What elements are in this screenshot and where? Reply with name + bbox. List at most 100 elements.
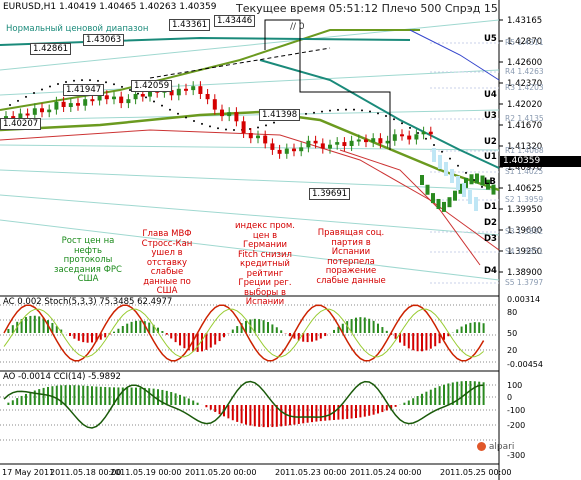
psar-dot	[345, 108, 347, 111]
psar-dot	[161, 104, 163, 107]
candle-body	[277, 149, 282, 154]
band-line	[0, 194, 500, 236]
pivot-level-d3: D3	[484, 234, 497, 244]
psar-dot	[113, 83, 115, 86]
candle-body	[256, 135, 260, 139]
psar-dot	[425, 137, 427, 140]
pivot-level-d4: D4	[484, 266, 497, 276]
pivot-level-u1: U1	[484, 152, 497, 162]
ao-tick-label: -200	[507, 421, 525, 430]
forecast-ghost	[462, 183, 466, 197]
psar-dot	[81, 79, 83, 82]
pivot-level-r4: R4 1.4263	[505, 67, 544, 76]
pivot-level-u2: U2	[484, 137, 497, 147]
psar-dot	[273, 121, 275, 124]
forecast-ghost	[450, 169, 454, 183]
price-tick-label: 1.43165	[507, 16, 542, 26]
ma-teal-upper	[0, 36, 411, 46]
psar-dot	[337, 108, 339, 111]
trend-line	[149, 47, 331, 79]
psar-dot	[353, 108, 355, 111]
candle-body	[227, 112, 232, 117]
candle-body	[292, 148, 296, 152]
ao-tick-label: -300	[507, 451, 525, 460]
pivot-level-d1: D1	[484, 202, 497, 212]
candle-body	[40, 108, 44, 113]
forecast-bar	[480, 175, 485, 186]
psar-dot	[121, 85, 123, 88]
price-tag: 1.42059	[131, 80, 173, 92]
band-line	[0, 109, 500, 121]
candle-body	[76, 103, 80, 106]
psar-dot	[385, 115, 387, 118]
candle-body	[356, 139, 361, 142]
brand-logo: alpari	[477, 442, 514, 452]
psar-dot	[457, 164, 459, 167]
forecast-bar	[442, 201, 446, 212]
band-line	[0, 169, 500, 191]
candle-body	[169, 90, 174, 96]
ao-panel-title: AO -0.0014 CCI(14) -5.9892	[3, 372, 121, 382]
candle-body	[133, 94, 138, 100]
candle-body	[328, 144, 332, 149]
price-tick-label: 1.39600	[507, 226, 542, 236]
psar-dot	[441, 150, 443, 153]
ac-tick-label: -0.00454	[507, 360, 543, 369]
news-note: индекс пром. цен в Германии Fitch снизил…	[235, 221, 295, 307]
candle-body	[212, 99, 217, 110]
psar-dot	[57, 82, 59, 85]
candle-body	[263, 135, 268, 144]
stoch-main	[3, 304, 485, 362]
psar-dot	[313, 111, 315, 114]
ao-tick-label: 100	[507, 381, 522, 390]
psar-dot	[129, 89, 131, 92]
candle-body	[220, 109, 224, 117]
pivot-level-s2: S2 1.3959	[505, 195, 544, 204]
candle-body	[270, 143, 275, 150]
candle-body	[378, 138, 383, 144]
psar-dot	[361, 109, 363, 112]
candle-body	[83, 99, 88, 106]
pivot-level-s4: S4 1.3851	[505, 247, 544, 256]
band-line	[0, 19, 500, 71]
time-tick-label: 2011.05.20 00:00	[185, 468, 256, 477]
ma-blue	[409, 29, 500, 81]
forecast-ghost	[444, 162, 448, 176]
candle-body	[25, 113, 30, 116]
forecast-bar	[447, 197, 452, 208]
forecast-ghost	[432, 148, 436, 162]
psar-dot	[449, 157, 451, 160]
psar-dot	[257, 126, 259, 129]
psar-dot	[369, 110, 371, 113]
candle-body	[32, 108, 37, 115]
psar-dot	[481, 185, 483, 188]
candle-body	[241, 121, 246, 133]
psar-dot	[49, 85, 51, 88]
forecast-bar	[431, 193, 435, 204]
ac-panel-title: AC 0.002 Stoch(5,3,3) 75.3485 62.4977	[3, 297, 173, 307]
stoch-signal	[3, 308, 484, 358]
forecast-bar	[453, 190, 457, 201]
forecast-ghost	[438, 155, 442, 169]
pivot-level-lb: LB	[484, 177, 496, 187]
psar-dot	[145, 96, 147, 99]
pivot-level-s1: S1 1.4025	[505, 167, 544, 176]
pivot-level-r2: R2 1.4135	[505, 114, 544, 123]
ohlc-values: 1.40419 1.40465 1.40263 1.40359	[59, 2, 217, 12]
forecast-bar	[436, 198, 441, 209]
candle-body	[313, 140, 318, 144]
candle-body	[176, 88, 181, 96]
candle-body	[284, 148, 289, 154]
pivot-level-d2: D2	[484, 218, 497, 228]
psar-dot	[169, 108, 171, 111]
current-price-label: 1.40359	[500, 156, 581, 167]
forecast-bar	[464, 177, 468, 188]
candle-body	[47, 109, 52, 113]
candle-body	[11, 116, 16, 119]
psar-dot	[9, 104, 11, 106]
candle-body	[97, 95, 102, 101]
psar-dot	[265, 124, 267, 127]
candle-body	[335, 142, 340, 145]
